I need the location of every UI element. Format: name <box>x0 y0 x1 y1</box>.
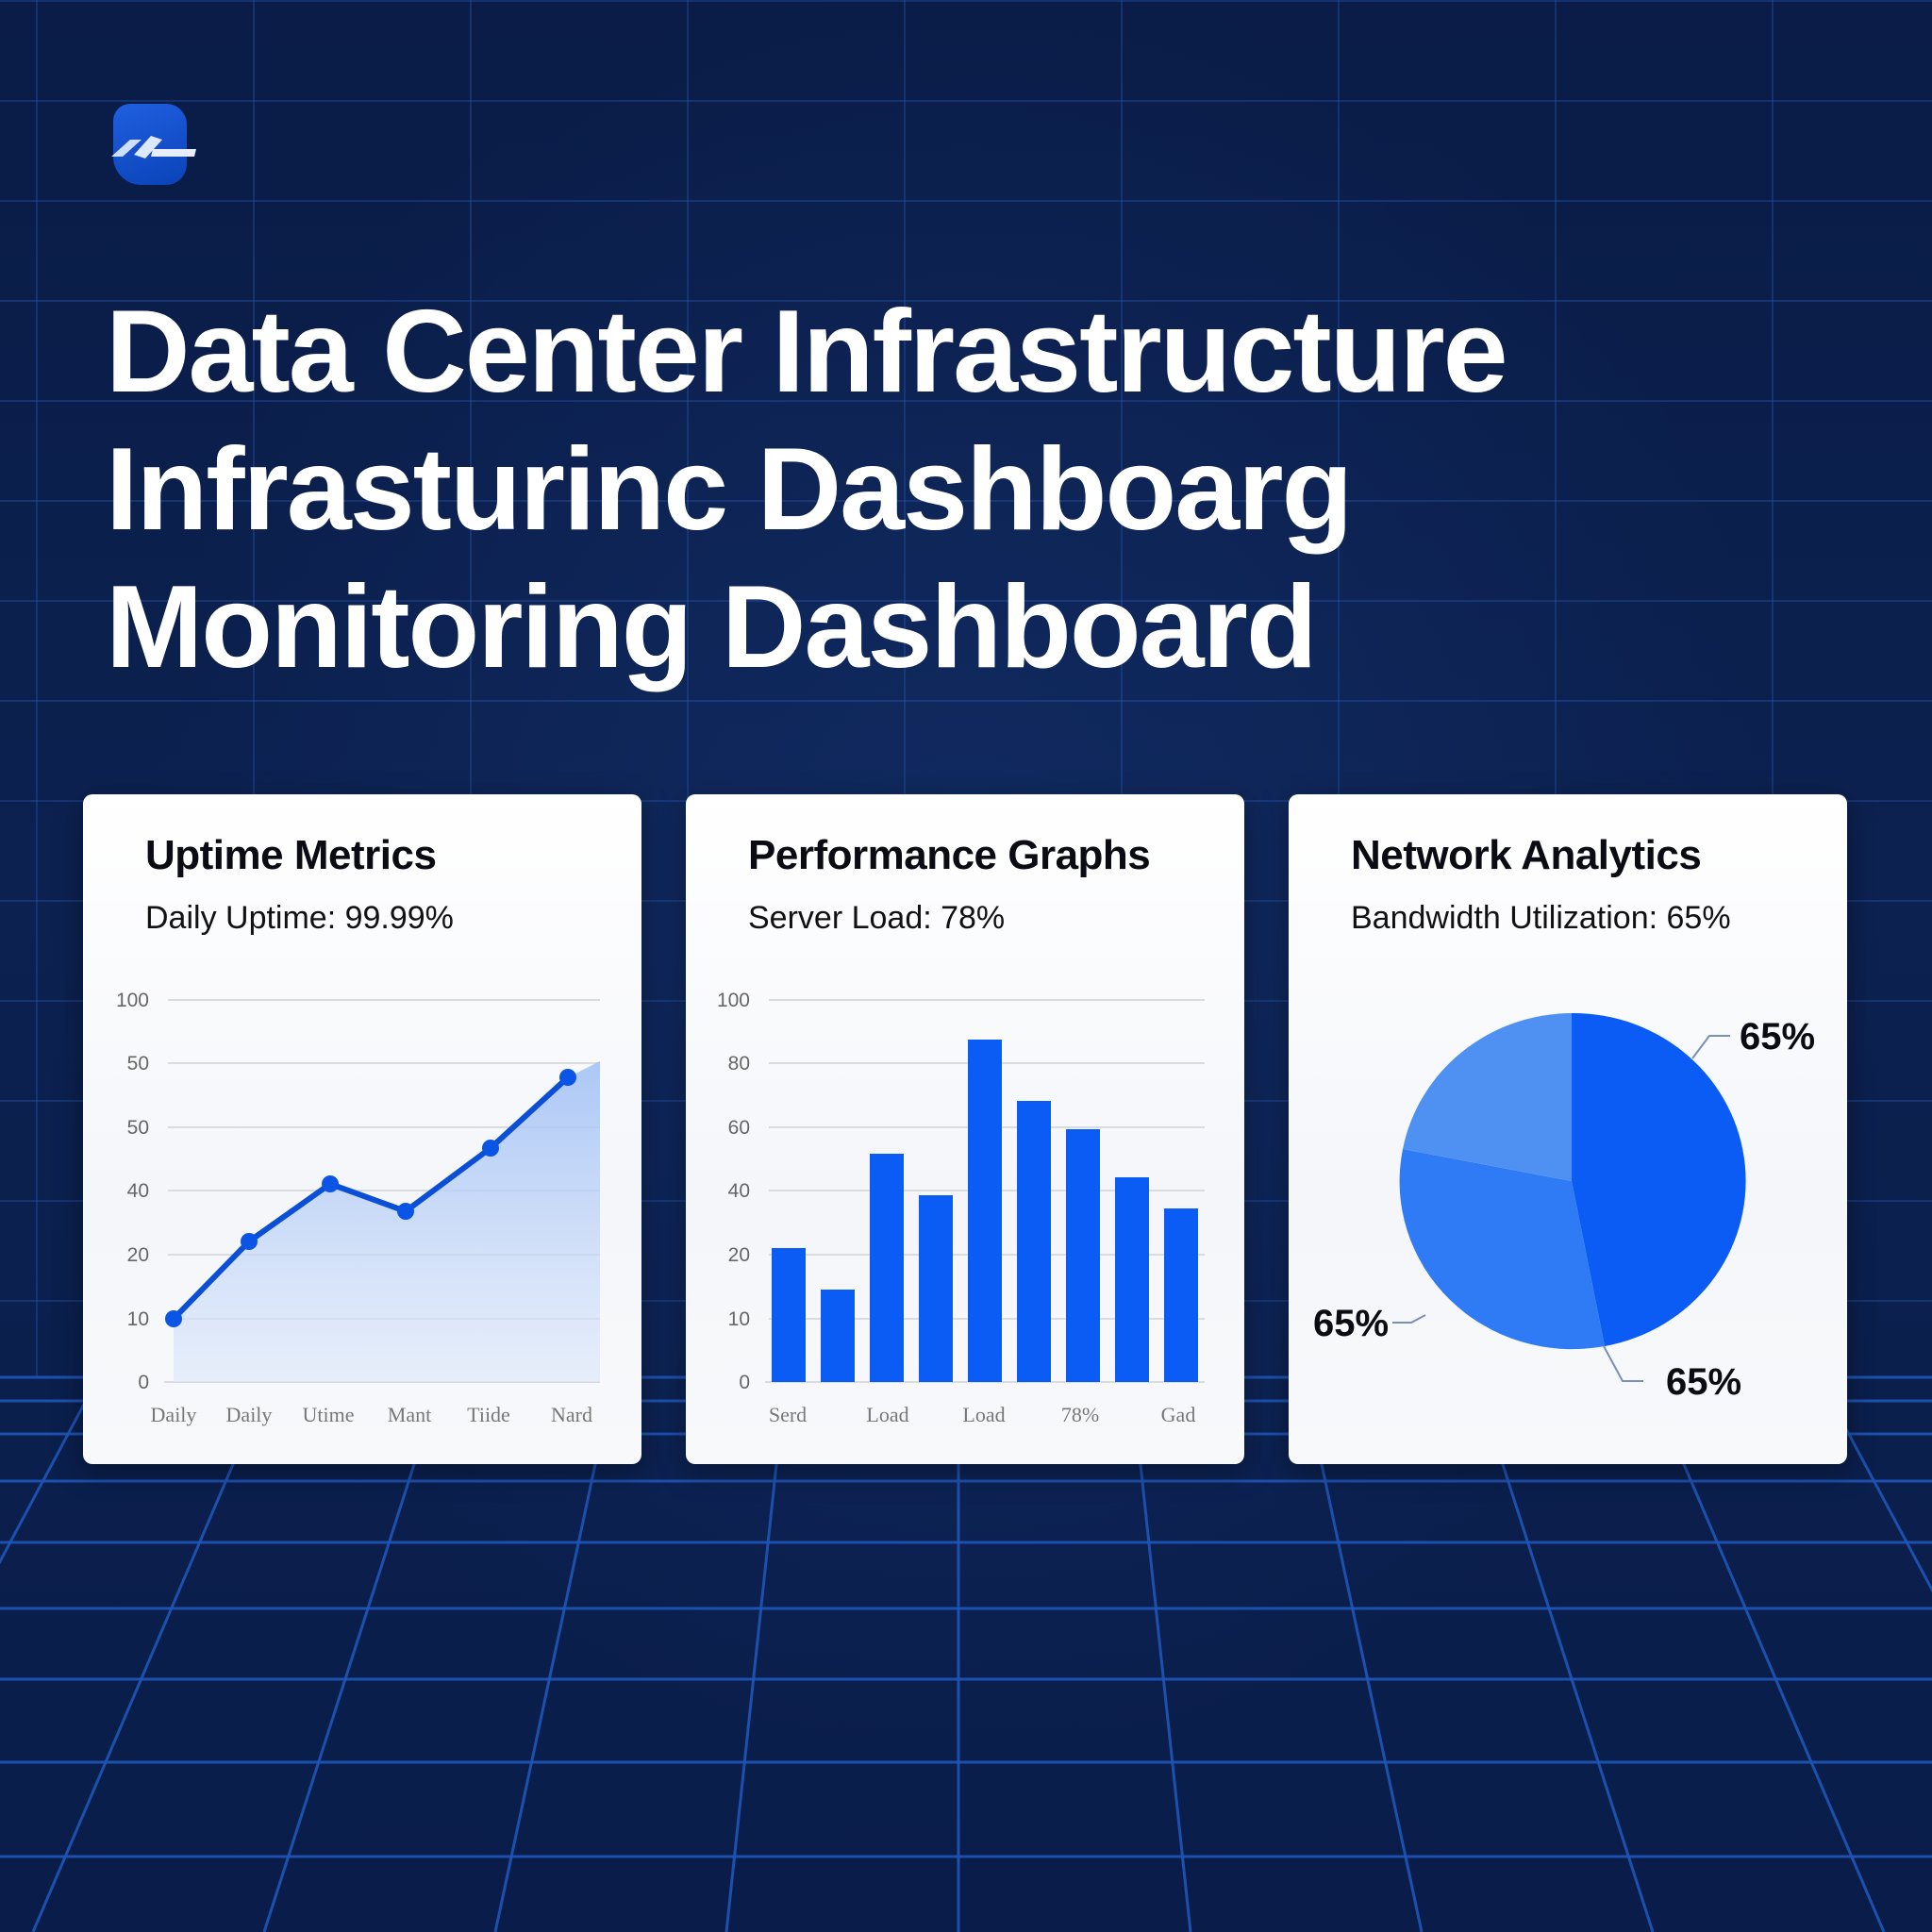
y-tick: 60 <box>728 1117 750 1139</box>
card-subtitle: Daily Uptime: 99.99% <box>145 900 454 936</box>
bar[interactable] <box>821 1290 855 1382</box>
bar[interactable] <box>870 1154 904 1382</box>
y-tick: 80 <box>728 1053 750 1074</box>
x-label: Tiide <box>467 1403 510 1426</box>
y-tick: 0 <box>138 1372 149 1393</box>
x-label: Load <box>962 1403 1005 1426</box>
uptime-line <box>171 1074 571 1322</box>
perspective-floor-grid <box>0 1358 1932 1932</box>
card-title: Performance Graphs <box>748 832 1151 878</box>
bar[interactable] <box>1066 1129 1100 1382</box>
bar[interactable] <box>772 1248 806 1382</box>
data-point[interactable] <box>482 1140 499 1157</box>
bandwidth-pie-chart: 65% 65% 65% <box>1313 1012 1815 1403</box>
data-point[interactable] <box>322 1175 339 1192</box>
data-point[interactable] <box>559 1069 576 1086</box>
title-line-1: Data Center Infrastructure <box>106 287 1508 417</box>
x-label: Load <box>866 1403 908 1426</box>
data-point[interactable] <box>241 1233 258 1250</box>
y-tick: 100 <box>116 990 149 1011</box>
y-tick: 100 <box>717 990 750 1011</box>
y-tick: 20 <box>728 1244 750 1266</box>
bar[interactable] <box>1017 1101 1051 1382</box>
x-label: 78% <box>1061 1403 1099 1426</box>
data-point[interactable] <box>397 1203 414 1220</box>
y-tick: 10 <box>728 1308 750 1330</box>
brand-logo-icon <box>111 104 196 185</box>
performance-graphs-card: Performance Graphs Server Load: 78% 100 … <box>686 794 1244 1464</box>
x-label: Nard <box>551 1403 592 1426</box>
card-title: Network Analytics <box>1351 832 1702 878</box>
bar[interactable] <box>1164 1208 1198 1382</box>
slice-label: 65% <box>1740 1016 1815 1058</box>
card-subtitle: Server Load: 78% <box>748 900 1006 936</box>
server-load-bar-chart: 100 80 60 40 20 10 0 Serd Load Load 78% … <box>717 990 1205 1426</box>
bar[interactable] <box>1115 1177 1149 1382</box>
y-tick: 20 <box>127 1244 149 1266</box>
y-tick: 40 <box>127 1180 149 1202</box>
network-analytics-card: Network Analytics Bandwidth Utilization:… <box>1289 794 1847 1464</box>
card-subtitle: Bandwidth Utilization: 65% <box>1351 900 1731 936</box>
page-title: Data Center Infrastructure Infrasturinc … <box>106 283 1508 696</box>
area-fill <box>174 1061 600 1382</box>
x-label: Mant <box>388 1403 431 1426</box>
x-label: Utime <box>303 1403 355 1426</box>
card-title: Uptime Metrics <box>145 832 437 878</box>
y-tick: 50 <box>127 1117 149 1139</box>
x-label: Daily <box>226 1403 273 1426</box>
y-tick: 0 <box>739 1372 750 1393</box>
y-tick: 10 <box>127 1308 149 1330</box>
pie-slice[interactable] <box>1399 1149 1605 1350</box>
pie-slice[interactable] <box>1403 1013 1572 1181</box>
x-label: Daily <box>151 1403 197 1426</box>
title-line-3: Monitoring Dashboard <box>106 562 1318 692</box>
data-point[interactable] <box>165 1310 182 1327</box>
bar[interactable] <box>968 1040 1002 1382</box>
uptime-line-chart: 100 50 50 40 20 10 0 Daily Daily Utime M… <box>116 990 600 1426</box>
slice-label: 65% <box>1313 1303 1389 1344</box>
pie-slice[interactable] <box>1572 1012 1746 1346</box>
title-line-2: Infrasturinc Dashboarg <box>106 425 1353 555</box>
slice-label: 65% <box>1666 1361 1741 1403</box>
x-label: Gad <box>1161 1403 1196 1426</box>
y-tick: 40 <box>728 1180 750 1202</box>
x-label: Serd <box>769 1403 807 1426</box>
y-tick: 50 <box>127 1053 149 1074</box>
uptime-metrics-card: Uptime Metrics Daily Uptime: 99.99% 100 … <box>83 794 641 1464</box>
bar[interactable] <box>919 1195 953 1382</box>
